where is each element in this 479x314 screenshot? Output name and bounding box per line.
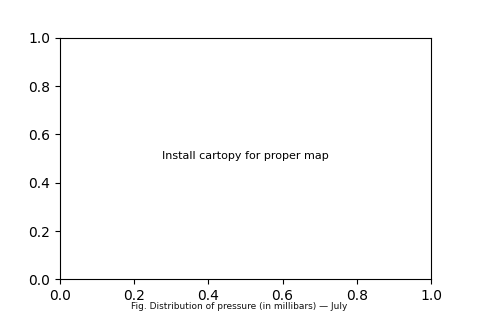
Text: Fig. Distribution of pressure (in millibars) — July: Fig. Distribution of pressure (in millib…	[131, 302, 348, 311]
Text: Install cartopy for proper map: Install cartopy for proper map	[162, 151, 329, 160]
